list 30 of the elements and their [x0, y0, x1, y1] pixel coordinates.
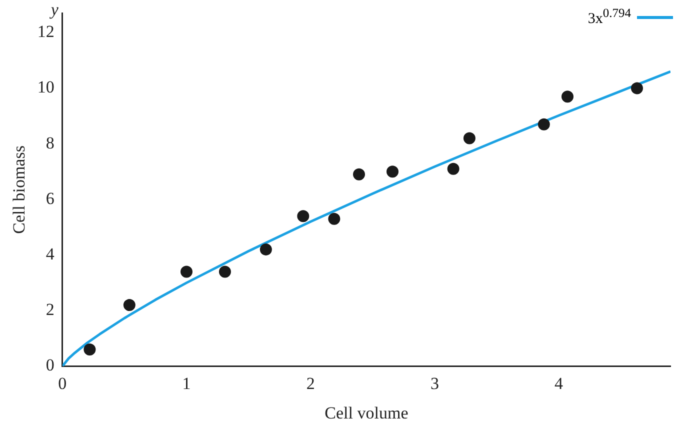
- point: [630, 82, 643, 94]
- point: [328, 212, 340, 225]
- point: [218, 266, 231, 278]
- x-tick-label: 0: [58, 374, 67, 393]
- x-tick-label: 4: [554, 374, 564, 393]
- point: [463, 132, 476, 144]
- point: [84, 344, 96, 356]
- y-tick-label: 12: [37, 22, 54, 42]
- x-tick-label: 2: [306, 374, 315, 393]
- legend-label: 3x$^{0.794}$: [588, 6, 631, 28]
- y-tick-label: 10: [37, 78, 54, 97]
- y-tick-label: 8: [46, 133, 54, 152]
- x-tick-label: 3: [430, 374, 439, 393]
- y-tick-label: 6: [46, 188, 54, 208]
- point: [260, 243, 272, 256]
- point: [538, 118, 550, 130]
- y-tick-label: 2: [46, 300, 54, 320]
- point: [447, 162, 460, 175]
- point: [561, 90, 574, 103]
- text: y: [48, 0, 59, 19]
- point: [297, 210, 310, 222]
- y-tick-label: 0: [46, 356, 54, 375]
- y-axis-title: Cell biomass: [10, 146, 29, 234]
- x-tick-label: 1: [182, 374, 191, 393]
- point: [180, 266, 192, 278]
- point: [123, 299, 136, 312]
- x-axis-title: Cell volume: [324, 403, 408, 422]
- point: [353, 168, 366, 180]
- y-tick-label: 4: [46, 244, 55, 264]
- point: [386, 166, 399, 178]
